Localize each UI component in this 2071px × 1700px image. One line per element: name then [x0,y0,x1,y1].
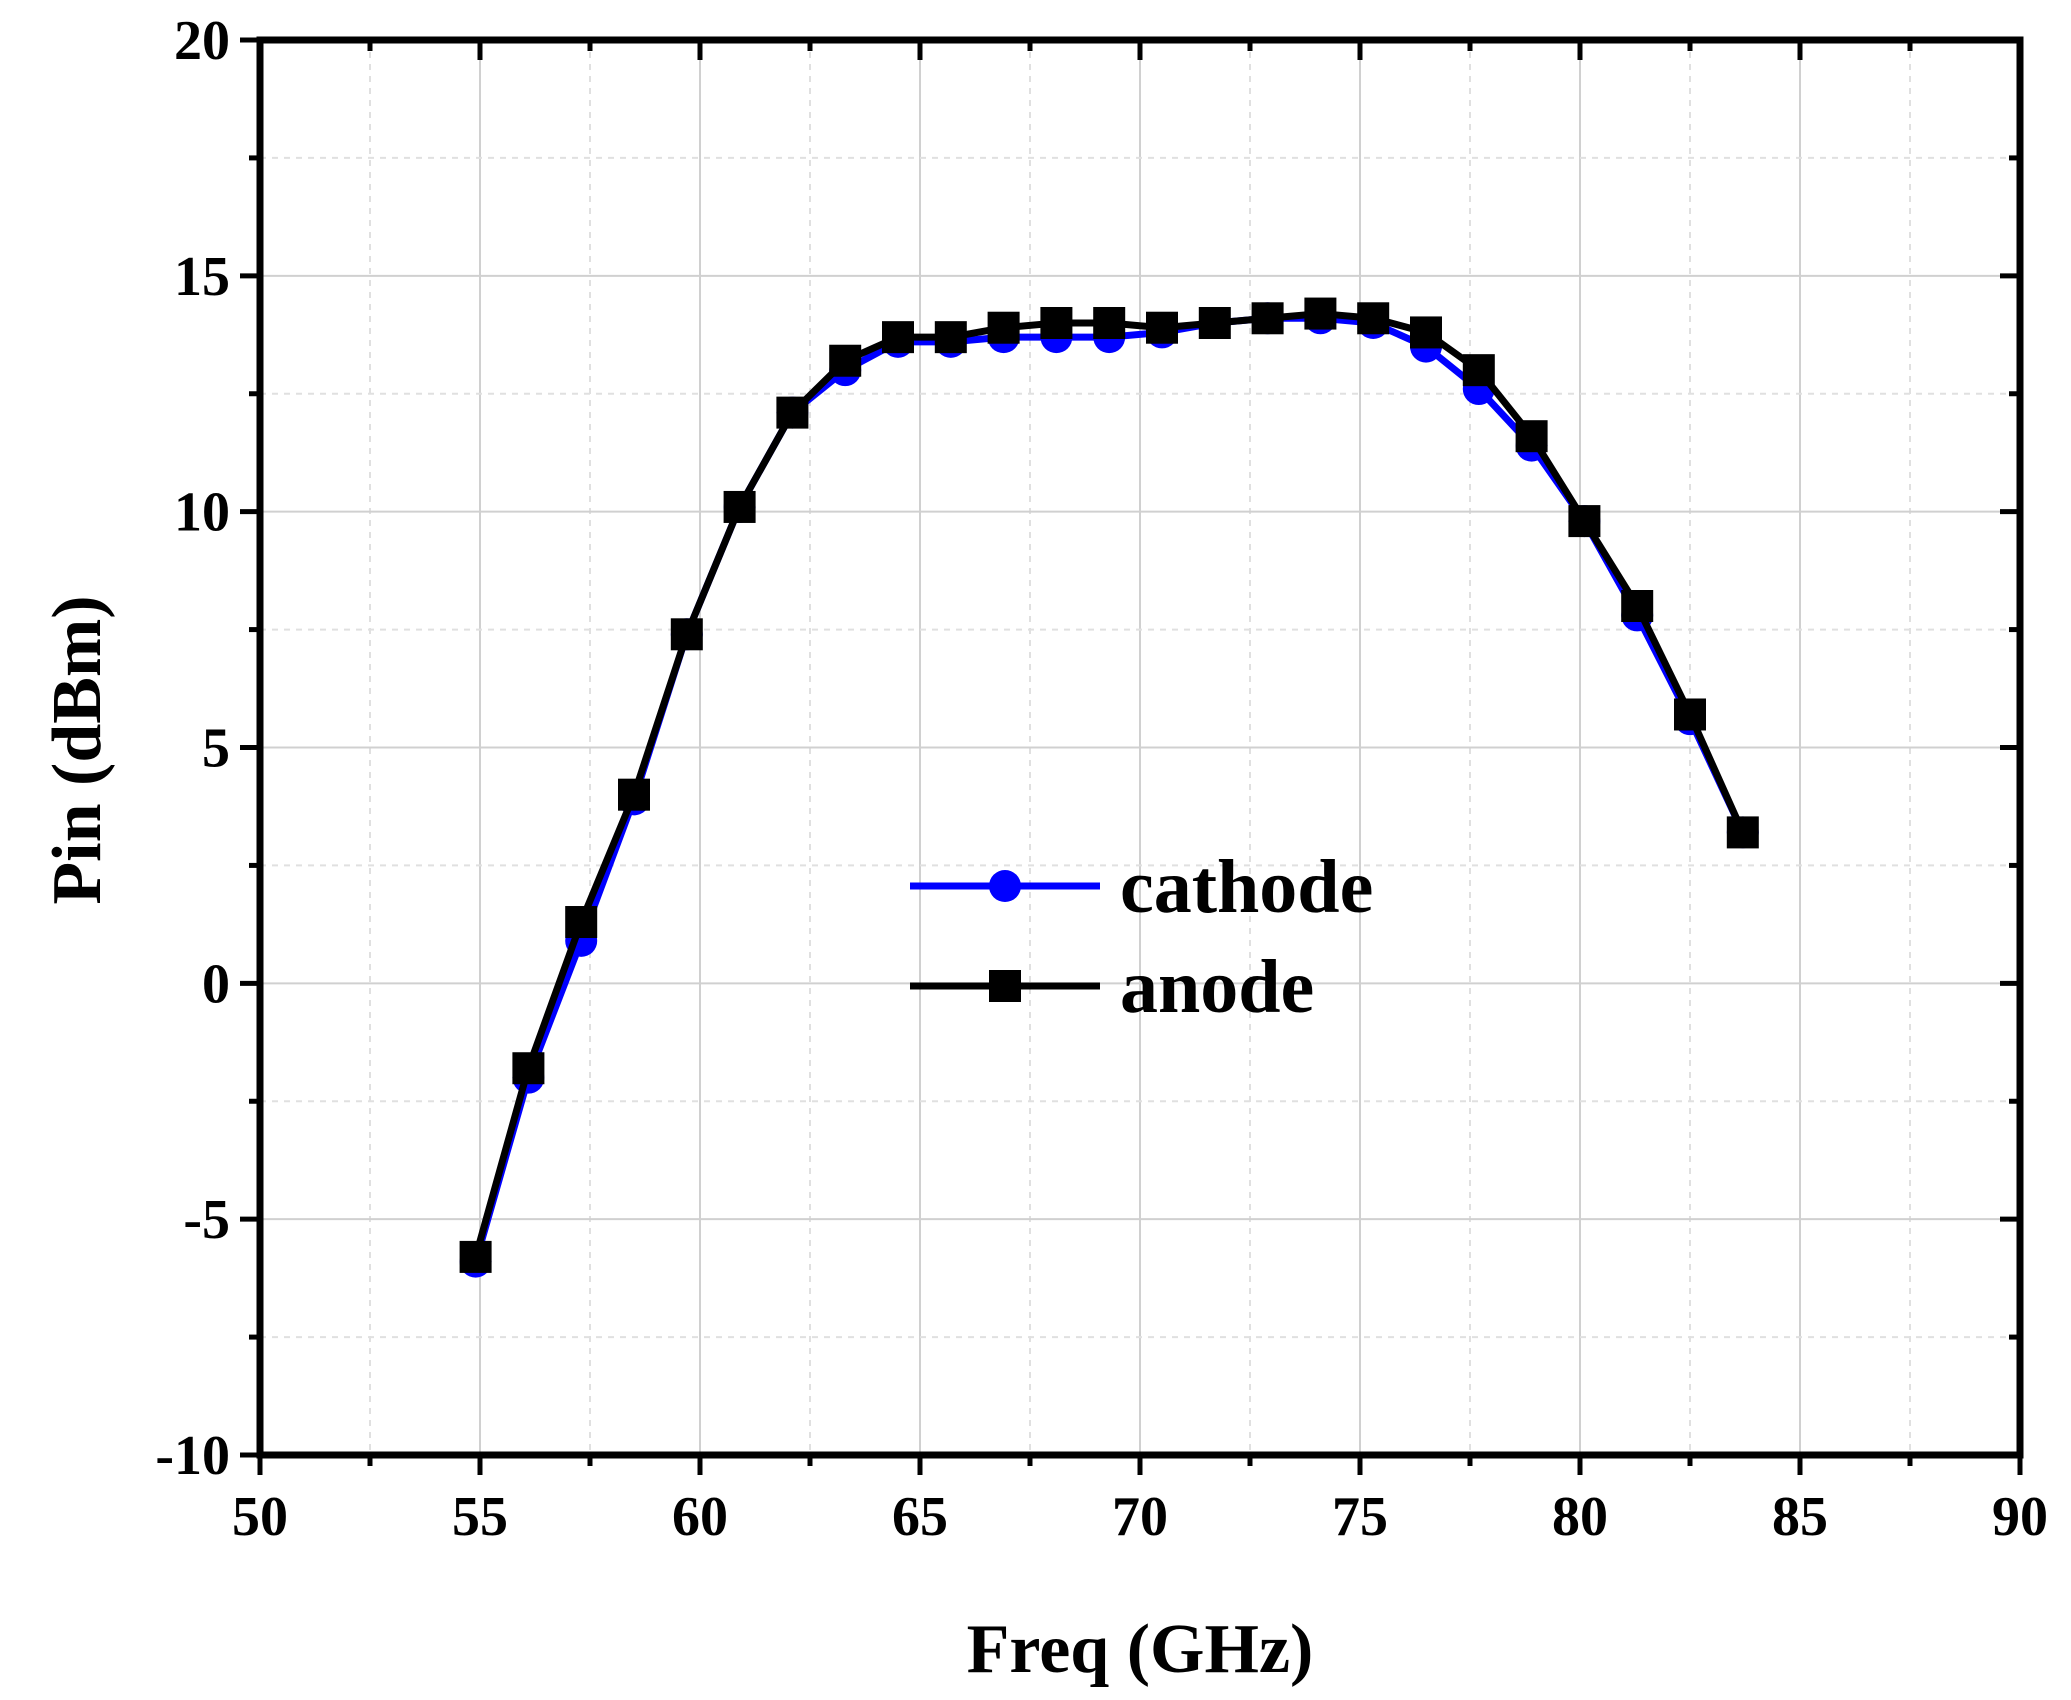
anode-point [1198,307,1231,339]
x-tick-label: 70 [1112,1486,1168,1548]
x-tick-label: 65 [892,1486,948,1548]
y-tick-label: 20 [174,10,230,72]
y-tick-label: -10 [155,1425,230,1487]
anode-point [1040,307,1073,339]
anode-point [987,311,1020,344]
anode-point [565,906,598,939]
anode-point [1093,307,1126,339]
legend-cathode-marker [989,870,1021,902]
anode-point [1568,505,1601,538]
anode-point [776,396,809,429]
x-tick-label: 55 [452,1486,508,1548]
anode-point [1726,816,1759,849]
grid [260,40,2020,1455]
x-axis-title: Freq (GHz) [967,1611,1314,1688]
y-tick-label: -5 [183,1189,230,1251]
anode-point [1146,311,1178,344]
x-tick-label: 60 [672,1486,728,1548]
anode-point [1462,354,1495,387]
y-tick-label: 10 [174,482,230,544]
anode-point [459,1240,492,1273]
series-layer [459,297,1759,1278]
anode-point [1621,590,1654,622]
tick-labels: 50 55 60 65 70 75 80 85 90 -10 -5 0 5 10 15 20 [155,10,2048,1548]
x-tick-label: 50 [232,1486,288,1548]
y-axis-title: Pin (dBm) [39,595,116,904]
anode-point [512,1052,545,1085]
legend: cathode anode [910,845,1373,1029]
anode-point [670,618,703,651]
anode-point [618,778,650,811]
anode-point [723,490,756,523]
x-tick-label: 85 [1772,1486,1828,1548]
legend-cathode-label: cathode [1120,845,1373,929]
anode-point [1410,316,1442,349]
series-anode [459,297,1759,1273]
anode-point [882,321,914,354]
anode-point [1304,297,1337,330]
anode-point [1357,302,1390,335]
legend-anode-label: anode [1120,945,1314,1029]
y-tick-label: 15 [174,246,230,308]
y-tick-label: 5 [202,718,230,780]
ticks [240,37,2023,1475]
x-tick-label: 75 [1332,1486,1388,1548]
anode-point [1674,698,1706,731]
y-tick-label: 0 [202,953,230,1015]
anode-point [829,344,862,377]
anode-point [1515,420,1548,453]
anode-point [934,321,967,354]
x-tick-label: 90 [1992,1486,2048,1548]
legend-anode-marker [989,970,1021,1002]
x-tick-label: 80 [1552,1486,1608,1548]
anode-point [1251,302,1284,335]
